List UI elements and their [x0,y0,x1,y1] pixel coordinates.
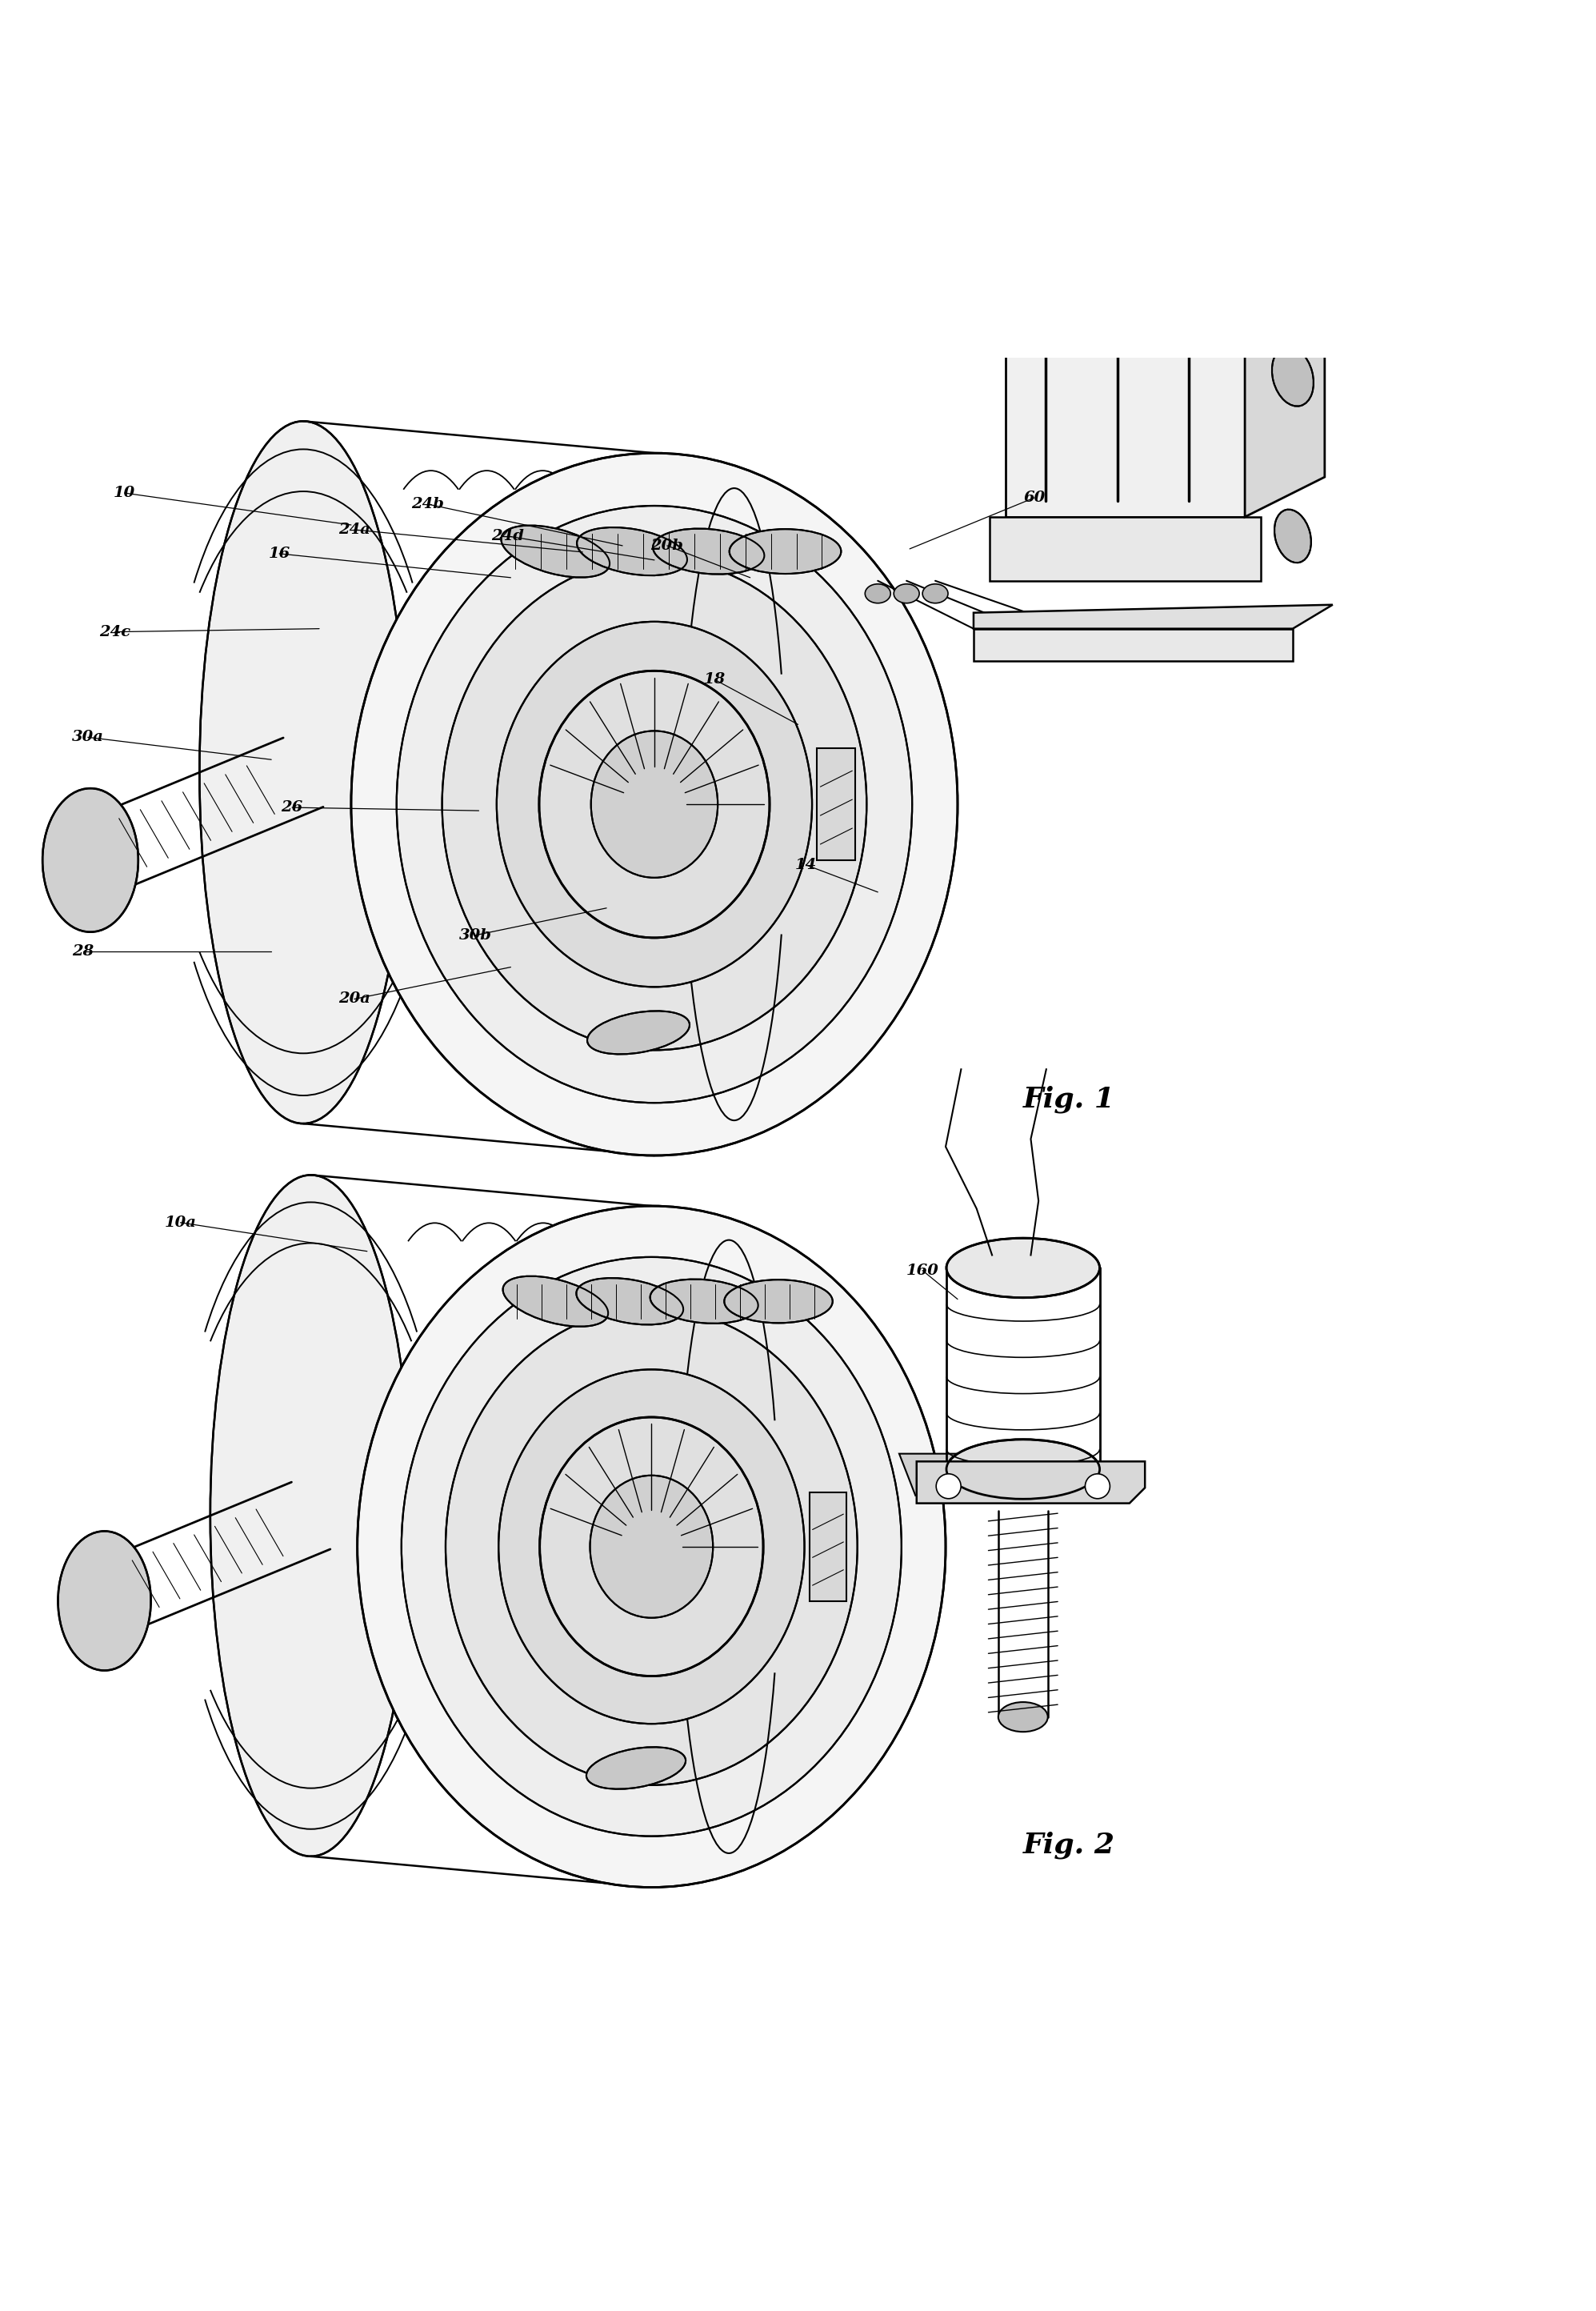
Text: 10: 10 [113,485,136,499]
Ellipse shape [946,1239,1100,1299]
Ellipse shape [57,1532,152,1671]
Ellipse shape [729,529,841,573]
Ellipse shape [1085,1474,1109,1498]
Ellipse shape [725,1280,833,1322]
Text: 18: 18 [704,673,726,686]
Ellipse shape [445,1308,857,1784]
Polygon shape [809,1493,846,1602]
Text: 10a: 10a [164,1216,196,1229]
Ellipse shape [576,527,688,575]
Text: 28: 28 [72,943,94,959]
Text: 20a: 20a [338,991,370,1005]
Polygon shape [916,1461,1144,1502]
Polygon shape [990,518,1261,580]
Text: 14: 14 [795,857,817,871]
Text: 26: 26 [281,800,303,816]
Ellipse shape [501,525,610,578]
Ellipse shape [865,585,891,603]
Text: 24c: 24c [99,624,131,640]
Text: 20b: 20b [651,538,683,552]
Ellipse shape [653,529,764,573]
Ellipse shape [402,1257,902,1837]
Ellipse shape [937,1474,961,1498]
Polygon shape [1005,166,1245,518]
Polygon shape [817,749,855,860]
Polygon shape [899,1454,962,1495]
Polygon shape [1245,125,1325,518]
Ellipse shape [351,453,958,1156]
Ellipse shape [650,1280,758,1324]
Ellipse shape [498,1370,804,1724]
Text: Fig. 1: Fig. 1 [1023,1086,1116,1114]
Ellipse shape [396,506,913,1102]
Ellipse shape [358,1206,945,1888]
Ellipse shape [496,622,812,987]
Text: Fig. 2: Fig. 2 [1023,1830,1116,1858]
Text: 16: 16 [268,545,290,562]
Ellipse shape [539,1417,763,1675]
Text: 60: 60 [1023,490,1045,506]
Ellipse shape [591,730,718,878]
Ellipse shape [576,1278,683,1324]
Ellipse shape [503,1276,608,1327]
Polygon shape [974,605,1333,629]
Ellipse shape [922,585,948,603]
Text: 160: 160 [907,1264,938,1278]
Polygon shape [1005,125,1325,166]
Polygon shape [974,629,1293,661]
Ellipse shape [587,1010,689,1054]
Ellipse shape [586,1747,686,1789]
Ellipse shape [946,1440,1100,1500]
Ellipse shape [998,1703,1049,1731]
Text: 24a: 24a [338,522,370,536]
Ellipse shape [539,670,769,938]
Ellipse shape [591,1474,713,1618]
Ellipse shape [1272,347,1314,407]
Ellipse shape [442,559,867,1049]
Ellipse shape [200,421,407,1123]
Text: 24d: 24d [492,529,523,543]
Ellipse shape [894,585,919,603]
Text: 24b: 24b [412,497,444,511]
Ellipse shape [43,788,139,931]
Ellipse shape [916,1465,945,1493]
Ellipse shape [1274,508,1312,562]
Text: 30a: 30a [72,730,104,744]
Ellipse shape [211,1174,412,1856]
Text: 30b: 30b [460,929,492,943]
